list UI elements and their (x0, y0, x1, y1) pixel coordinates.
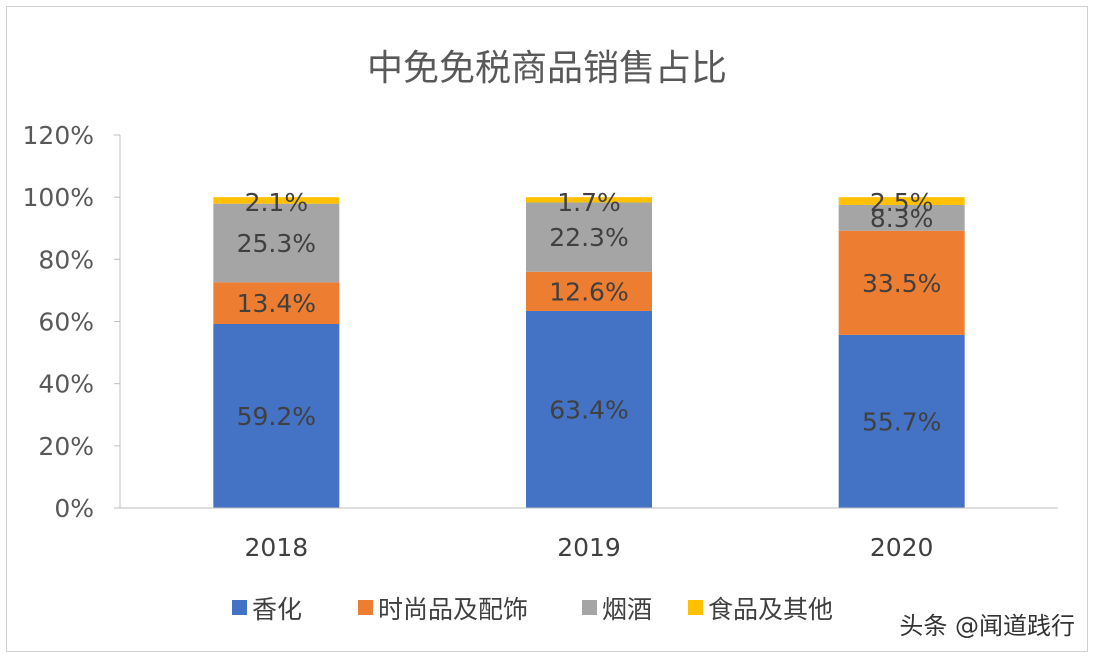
x-axis: 2018 2019 2020 (120, 507, 1058, 562)
data-label: 2.1% (245, 188, 309, 217)
chart-title: 中免免税商品销售占比 (367, 48, 727, 89)
data-label: 2.5% (870, 188, 934, 217)
data-label: 22.3% (549, 223, 628, 252)
bar-segment (838, 334, 965, 508)
bar-segment (213, 203, 340, 283)
legend-swatch (358, 600, 373, 615)
legend-swatch (582, 600, 597, 615)
y-tick-label: 20% (38, 432, 94, 461)
data-label: 12.6% (549, 277, 628, 306)
x-tick-label: 2020 (870, 533, 934, 562)
y-tick-label: 100% (23, 183, 94, 212)
y-tick-label: 120% (23, 121, 94, 150)
data-label: 8.3% (870, 204, 934, 233)
bar-segment (526, 310, 652, 508)
bar-segment (526, 197, 652, 203)
bar-segment (213, 323, 340, 508)
y-tick-label: 80% (38, 245, 94, 274)
data-label: 33.5% (862, 269, 941, 298)
legend-label: 烟酒 (602, 595, 652, 624)
data-label: 25.3% (237, 229, 316, 258)
bar-segment (526, 202, 652, 272)
bars: 59.2% 13.4% 25.3% 2.1% 63.4% 12.6% 22.3% 1.7% 55… (213, 188, 965, 508)
y-axis: 0% 20% 40% 60% 80% 100% 120% (23, 121, 121, 523)
legend-label: 时尚品及配饰 (378, 595, 528, 624)
x-tick-label: 2018 (245, 533, 309, 562)
bar-segment (213, 197, 340, 204)
legend: 香化 时尚品及配饰 烟酒 食品及其他 (232, 595, 833, 624)
data-label: 1.7% (557, 188, 621, 217)
y-tick-label: 40% (38, 370, 94, 399)
bar-segment (838, 197, 965, 205)
data-label: 55.7% (862, 407, 941, 436)
chart-frame (6, 6, 1088, 652)
x-tick-label: 2019 (557, 533, 621, 562)
bar-segment (526, 271, 652, 311)
bar-segment (838, 230, 965, 335)
bar-segment (838, 204, 965, 231)
y-tick-label: 60% (38, 308, 94, 337)
y-tick-label: 0% (54, 494, 94, 523)
legend-swatch (688, 600, 703, 615)
legend-label: 食品及其他 (708, 595, 833, 624)
legend-label: 香化 (252, 595, 302, 624)
data-label: 13.4% (237, 289, 316, 318)
watermark-text: 头条 @闻道践行 (899, 612, 1075, 640)
data-label: 63.4% (549, 395, 628, 424)
bar-segment (213, 282, 340, 324)
legend-swatch (232, 600, 247, 615)
data-label: 59.2% (237, 402, 316, 431)
